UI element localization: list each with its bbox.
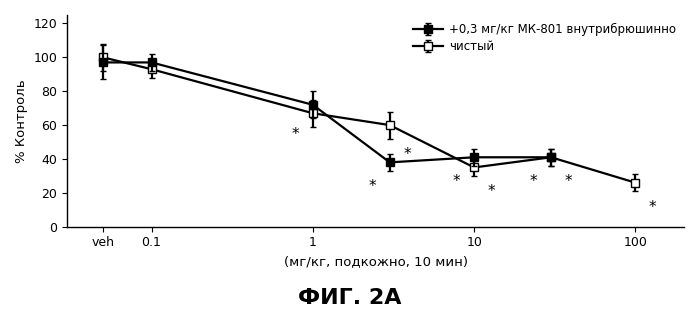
Text: *: * xyxy=(453,174,461,189)
Text: *: * xyxy=(530,174,538,189)
Text: *: * xyxy=(368,179,376,194)
Text: ФИГ. 2А: ФИГ. 2А xyxy=(298,288,401,308)
Text: *: * xyxy=(649,200,656,215)
Text: *: * xyxy=(403,147,411,162)
Text: *: * xyxy=(488,184,495,199)
X-axis label: (мг/кг, подкожно, 10 мин): (мг/кг, подкожно, 10 мин) xyxy=(284,255,468,268)
Text: *: * xyxy=(565,174,572,189)
Y-axis label: % Контроль: % Контроль xyxy=(15,79,28,163)
Legend: +0,3 мг/кг МК-801 внутрибрюшинно, чистый: +0,3 мг/кг МК-801 внутрибрюшинно, чистый xyxy=(411,21,678,55)
Text: *: * xyxy=(291,127,299,142)
